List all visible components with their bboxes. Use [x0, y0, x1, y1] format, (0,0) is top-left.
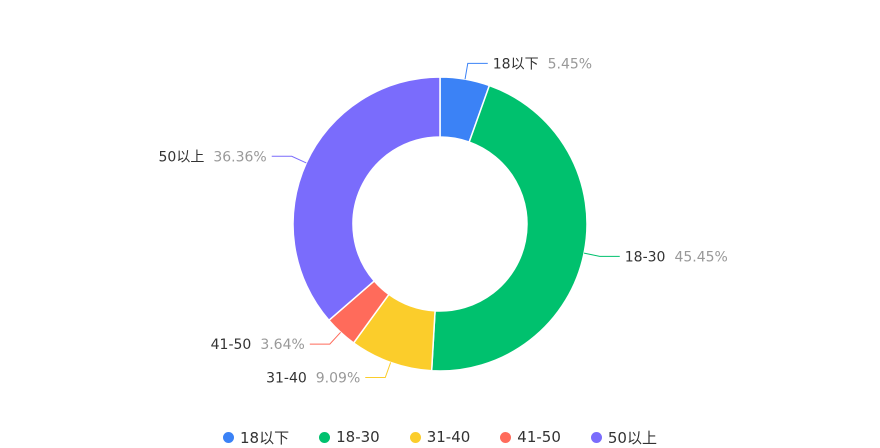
slice-label-percent: 45.45% [674, 249, 727, 265]
leader-line-18以下 [464, 62, 488, 80]
slice-label-category: 18-30 [625, 249, 666, 265]
leader-line-41-50 [309, 331, 341, 345]
slice-label-category: 41-50 [211, 337, 252, 353]
slice-label-41-50: 41-50 3.64% [211, 337, 305, 353]
slice-label-category: 31-40 [266, 371, 307, 387]
legend-marker [500, 431, 512, 443]
slice-label-category: 18以下 [493, 56, 539, 72]
leader-line-31-40 [365, 362, 392, 379]
slice-label-percent: 36.36% [213, 149, 266, 165]
slice-label-percent: 5.45% [548, 56, 592, 72]
legend-marker [223, 431, 235, 443]
legend-label: 50以上 [607, 428, 657, 447]
legend-item-41-50[interactable]: 41-50 [500, 428, 561, 446]
slice-label-31-40: 31-40 9.09% [266, 371, 360, 387]
slice-label-18以下: 18以下 5.45% [493, 56, 592, 72]
slice-18-30[interactable] [430, 84, 588, 372]
legend-label: 18-30 [336, 428, 380, 446]
legend-item-18-30[interactable]: 18-30 [319, 428, 380, 446]
legend-marker [319, 431, 331, 443]
slice-label-percent: 9.09% [316, 371, 360, 387]
legend-marker [409, 431, 421, 443]
legend-item-31-40[interactable]: 31-40 [409, 428, 471, 446]
donut-slices [292, 76, 588, 372]
leader-line-18-30 [583, 252, 620, 257]
legend-label: 41-50 [517, 428, 561, 446]
slice-label-category: 50以上 [159, 149, 205, 165]
legend-item-50以上[interactable]: 50以上 [590, 427, 657, 448]
slice-label-50以上: 50以上 36.36% [159, 149, 267, 165]
leader-line-50以上 [271, 155, 307, 164]
legend-marker [590, 431, 602, 443]
legend-label: 18以下 [240, 428, 290, 447]
slice-label-18-30: 18-30 45.45% [625, 249, 728, 265]
slice-labels: 18以下 5.45% 18-30 45.45% 31-40 9.09% 41-50 3.64%… [159, 56, 728, 386]
slice-label-percent: 3.64% [260, 337, 304, 353]
slice-50以上[interactable] [292, 76, 441, 322]
legend-label: 31-40 [426, 428, 471, 446]
chart-legend: 18以下 18-30 31-40 41-50 50以上 [0, 426, 880, 448]
legend-item-18以下[interactable]: 18以下 [223, 427, 289, 448]
